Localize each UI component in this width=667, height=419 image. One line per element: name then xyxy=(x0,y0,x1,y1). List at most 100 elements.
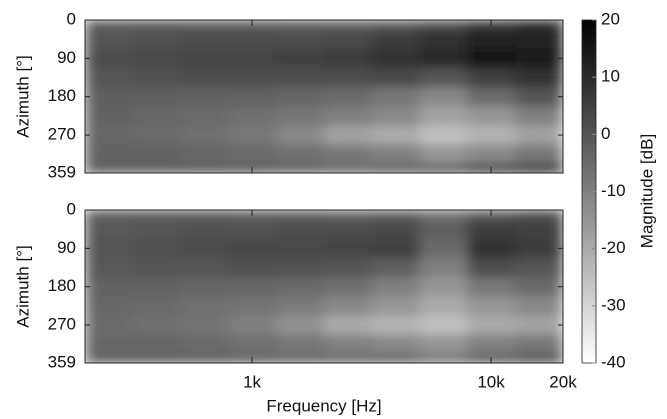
heatmap-cell xyxy=(371,238,421,259)
heatmap-cell xyxy=(467,238,516,259)
heatmap-cell xyxy=(85,163,134,173)
heatmap-cell xyxy=(180,257,229,278)
heatmap-cell xyxy=(324,334,373,355)
heatmap-cell xyxy=(132,257,182,278)
heatmap-cell xyxy=(276,163,325,173)
heatmap-cell xyxy=(132,210,182,221)
heatmap-cell xyxy=(515,210,563,221)
heatmap-cell xyxy=(467,334,516,355)
heatmap-cell xyxy=(228,219,277,240)
heatmap-cell xyxy=(419,144,468,165)
y-tick-label: 0 xyxy=(67,199,76,218)
heatmap-cell xyxy=(276,277,325,297)
y-tick-label: 180 xyxy=(48,86,76,105)
heatmap-cell xyxy=(419,29,468,50)
heatmap-cell xyxy=(85,29,134,50)
heatmap-cell xyxy=(515,219,563,240)
heatmap-cell xyxy=(180,48,229,69)
heatmap-cell xyxy=(467,219,516,240)
heatmap-cell xyxy=(515,67,563,88)
colorbar-tick-label: -40 xyxy=(601,352,626,371)
heatmap-cell xyxy=(515,315,563,336)
heatmap-cell xyxy=(515,87,563,107)
heatmap-cell xyxy=(180,67,229,88)
heatmap-cell xyxy=(419,20,468,31)
y-tick-label: 359 xyxy=(48,352,76,371)
heatmap-cell xyxy=(276,315,325,336)
heatmap-cell xyxy=(371,257,421,278)
heatmap-cell xyxy=(371,67,421,88)
heatmap-cell xyxy=(132,238,182,259)
heatmap-cell xyxy=(419,67,468,88)
heatmap-cell xyxy=(180,106,229,126)
x-tick-label: 10k xyxy=(477,372,505,391)
heatmap-cell xyxy=(85,210,134,221)
heatmap-cell xyxy=(515,163,563,173)
heatmap-cell xyxy=(180,296,229,316)
heatmap-cell xyxy=(515,257,563,278)
y-tick-label: 90 xyxy=(57,48,76,67)
heatmap-cell xyxy=(276,219,325,240)
heatmap-cell xyxy=(419,219,468,240)
heatmap-cell xyxy=(132,125,182,146)
heatmap-cell xyxy=(276,238,325,259)
heatmap-cell xyxy=(371,48,421,69)
heatmap-cell xyxy=(371,163,421,173)
heatmap-cell xyxy=(228,334,277,355)
heatmap-cell xyxy=(85,20,134,31)
colorbar-tick-label: -30 xyxy=(601,295,626,314)
heatmap-cell xyxy=(132,67,182,88)
heatmap-cell xyxy=(515,277,563,297)
heatmap-cell xyxy=(180,125,229,146)
heatmap-cell xyxy=(180,20,229,31)
heatmap-cell xyxy=(324,125,373,146)
heatmap-cell xyxy=(180,277,229,297)
heatmap-cell xyxy=(276,20,325,31)
heatmap-cell xyxy=(228,144,277,165)
heatmap-cell xyxy=(276,125,325,146)
heatmap-cell xyxy=(371,144,421,165)
heatmap-cell xyxy=(180,334,229,355)
heatmap-cell xyxy=(419,210,468,221)
heatmap-cell xyxy=(228,315,277,336)
heatmap-cell xyxy=(371,334,421,355)
heatmap-cell xyxy=(419,48,468,69)
x-axis-label: Frequency [Hz] xyxy=(266,396,381,415)
heatmap-cell xyxy=(180,163,229,173)
heatmap-cell xyxy=(132,87,182,107)
heatmap-cell xyxy=(467,257,516,278)
heatmap-cells xyxy=(85,210,563,363)
heatmap-cell xyxy=(371,219,421,240)
heatmap-cell xyxy=(276,29,325,50)
heatmap-cell xyxy=(371,296,421,316)
heatmap-cell xyxy=(180,210,229,221)
heatmap-cell xyxy=(371,277,421,297)
heatmap-cell xyxy=(132,277,182,297)
heatmap-cell xyxy=(180,144,229,165)
heatmap-cell xyxy=(515,48,563,69)
heatmap-cell xyxy=(419,257,468,278)
heatmap-cell xyxy=(228,106,277,126)
heatmap-cell xyxy=(132,29,182,50)
heatmap-cell xyxy=(467,277,516,297)
heatmap-cell xyxy=(85,257,134,278)
heatmap-cell xyxy=(515,353,563,363)
heatmap-cell xyxy=(132,163,182,173)
heatmap-cell xyxy=(132,353,182,363)
heatmap-cell xyxy=(419,87,468,107)
heatmap-cell xyxy=(371,106,421,126)
heatmap-cell xyxy=(324,29,373,50)
heatmap-cell xyxy=(180,353,229,363)
heatmap-cell xyxy=(371,210,421,221)
heatmap-cell xyxy=(85,238,134,259)
heatmap-cell xyxy=(132,48,182,69)
heatmap-cell xyxy=(324,353,373,363)
heatmap-cell xyxy=(515,29,563,50)
heatmap-cell xyxy=(467,296,516,316)
colorbar-tick-label: 20 xyxy=(601,9,620,28)
heatmap-cell xyxy=(467,67,516,88)
heatmap-cell xyxy=(467,106,516,126)
heatmap-cell xyxy=(276,48,325,69)
heatmap-cell xyxy=(85,67,134,88)
